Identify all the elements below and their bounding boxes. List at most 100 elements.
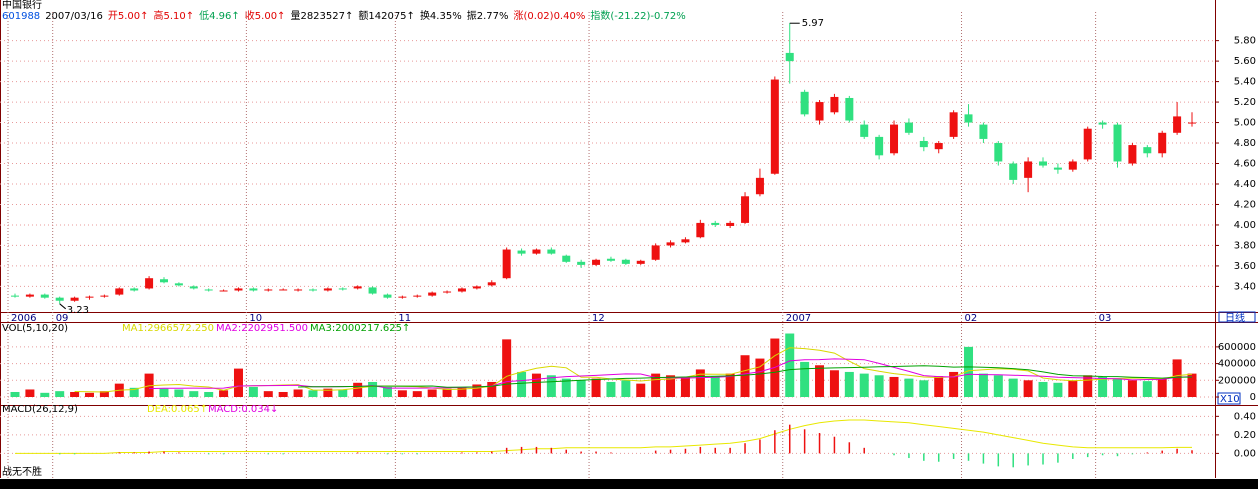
panel-title: VOL(5,10,20): [2, 323, 68, 334]
macd-bar: [818, 433, 821, 454]
macd-bar: [908, 453, 910, 459]
macd-bar: [997, 453, 1000, 467]
macd-bar: [714, 447, 716, 454]
y-tick-label: 3.40: [1234, 281, 1256, 292]
y-tick-label: 0.00: [1234, 448, 1256, 459]
y-tick-label: 3.60: [1234, 261, 1256, 272]
macd-bar: [833, 436, 836, 454]
volume-bar: [263, 391, 273, 397]
quote-field: 换4.35%: [420, 9, 462, 22]
volume-bar: [859, 373, 869, 397]
macd-bar: [476, 452, 478, 454]
legend-label: MACD:0.034↓: [208, 404, 278, 415]
macd-bar: [1161, 450, 1163, 454]
volume-bar: [829, 370, 839, 397]
macd-bar: [1086, 453, 1089, 458]
macd-bar: [863, 447, 865, 454]
volume-bar: [1023, 380, 1033, 397]
y-tick-label: 4.60: [1234, 159, 1256, 170]
candle-body: [696, 222, 705, 238]
candle-body: [279, 289, 288, 291]
macd-bar: [967, 453, 970, 461]
macd-bar: [520, 446, 523, 454]
quote-field: 振2.77%: [467, 9, 509, 22]
volume-bar: [815, 365, 825, 397]
macd-bar: [982, 453, 985, 464]
candle-body: [204, 289, 213, 291]
y-tick-label: 600000: [1218, 342, 1256, 353]
macd-bar: [386, 453, 389, 455]
candle-body: [964, 114, 973, 123]
candle-body: [457, 288, 466, 292]
y-tick-label: 5.20: [1234, 97, 1256, 108]
volume-bar: [1187, 373, 1197, 397]
candle-body: [428, 292, 437, 296]
candle-body: [890, 124, 899, 154]
volume-bar: [531, 373, 541, 397]
candle-body: [25, 294, 34, 297]
quote-field: 量2823527↑: [290, 10, 353, 22]
volume-bar: [502, 339, 512, 397]
candle-body: [800, 91, 809, 115]
period-box[interactable]: [1218, 311, 1256, 323]
volume-bar: [978, 373, 988, 397]
volume-bar: [725, 373, 735, 397]
quote-field: 收5.00↑: [245, 9, 286, 22]
macd-bar: [163, 451, 165, 454]
y-tick-label: 4.40: [1234, 179, 1256, 190]
volume-bar: [129, 387, 139, 397]
macd-bar: [118, 452, 121, 454]
panel-title: MACD(26,12,9): [2, 404, 78, 415]
quote-field: 额142075↑: [358, 9, 415, 22]
macd-bar: [461, 452, 463, 454]
candle-body: [1113, 124, 1122, 162]
high-label: 5.97: [802, 18, 824, 29]
volume-bar: [472, 384, 482, 397]
status-bar: [0, 479, 1258, 489]
scale-box[interactable]: [1217, 392, 1241, 405]
legend-label: MA3:2000217.625↑: [310, 323, 410, 334]
candle-body: [1039, 161, 1048, 166]
quote-field: 指数(-21.22)-0.72%: [590, 9, 685, 22]
candle-body: [487, 282, 496, 286]
volume-bar: [368, 381, 378, 397]
y-tick-label: 200000: [1218, 375, 1256, 386]
macd-bar: [1131, 453, 1134, 455]
macd-bar: [1027, 453, 1029, 466]
volume-bar: [1038, 381, 1048, 397]
volume-bar: [70, 391, 80, 397]
volume-bar: [591, 378, 601, 397]
volume-bar: [1172, 359, 1182, 397]
y-tick-label: 4.00: [1234, 220, 1256, 231]
y-tick-label: 4.20: [1234, 199, 1256, 210]
candle-body: [860, 124, 869, 137]
macd-bar: [207, 453, 210, 455]
macd-bar: [923, 453, 925, 461]
macd-bar: [1191, 450, 1193, 454]
candle-body: [1143, 147, 1152, 154]
x-tick-label: 09: [56, 313, 69, 324]
quote-line: 601988 2007/03/16 开5.00↑ 高5.10↑ 低4.96↑ 收5.00↑…: [2, 9, 686, 22]
candle-body: [606, 258, 615, 261]
x-tick-label: 03: [1099, 313, 1112, 324]
volume-bar: [248, 386, 258, 397]
candle-body: [353, 286, 362, 289]
volume-bar: [174, 389, 184, 397]
legend-label: MA2:2202951.500: [216, 323, 308, 334]
macd-bar: [535, 446, 538, 454]
candle-body: [294, 289, 303, 291]
candle-body: [70, 297, 79, 301]
dea-line: [15, 419, 1192, 454]
macd-bar: [1146, 452, 1149, 454]
macd-bar: [356, 452, 359, 454]
volume-bar: [606, 381, 616, 397]
macd-bar: [133, 452, 135, 454]
macd-bar: [669, 449, 672, 454]
candle-body: [398, 296, 407, 298]
scale-label[interactable]: X10: [1220, 394, 1240, 405]
macd-bar: [774, 430, 776, 454]
period-label[interactable]: 日线: [1225, 311, 1245, 324]
volume-bar: [204, 391, 214, 397]
candle-body: [979, 124, 988, 139]
